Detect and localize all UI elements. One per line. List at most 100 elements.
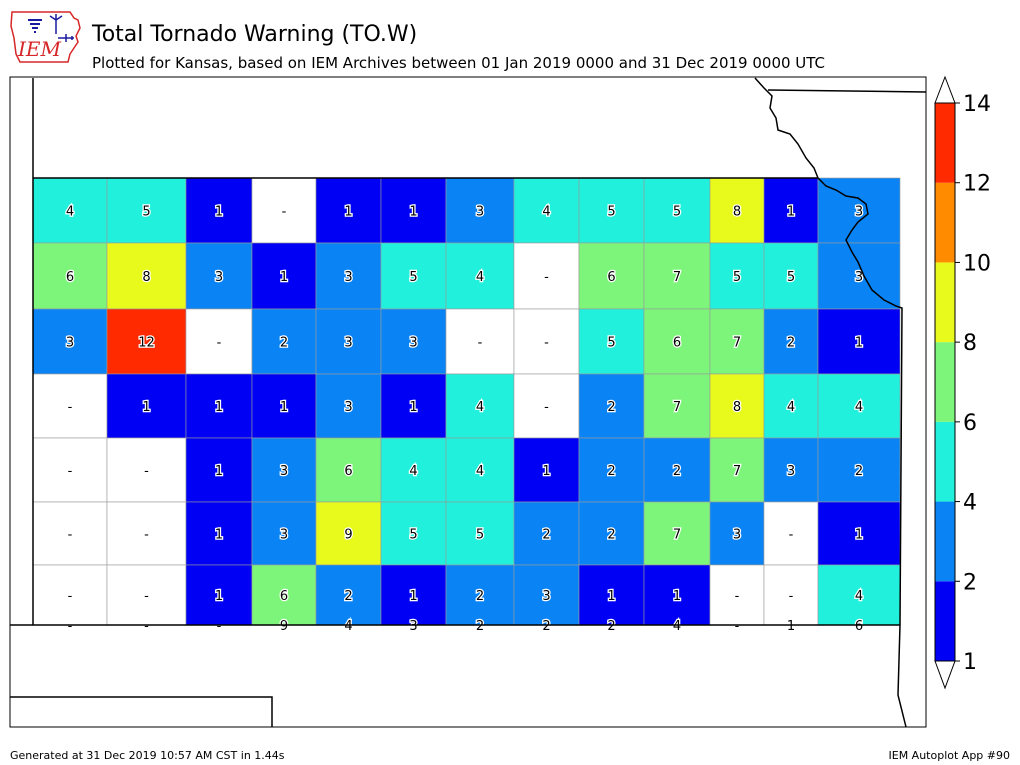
county-value-label: 3	[344, 400, 352, 415]
tornado-funnel-icon	[28, 19, 42, 33]
county-cell	[578, 308, 645, 375]
county-cell	[106, 373, 187, 439]
county-value-label: 3	[280, 464, 288, 479]
county-value-label: 7	[733, 464, 741, 479]
county-cell	[643, 308, 711, 375]
county-value-label: 2	[855, 464, 863, 479]
county-cell	[315, 177, 382, 244]
county-value-label: 2	[344, 589, 352, 604]
county-value-label: 5	[142, 205, 150, 220]
county-cell	[445, 437, 515, 503]
county-value-label: -	[735, 589, 740, 604]
colorbar-tick-label: 10	[963, 251, 991, 276]
county-value-label: 3	[733, 528, 741, 543]
county-value-label: -	[217, 336, 222, 351]
county-value-label: 4	[344, 619, 352, 634]
kansas-county-map: 4 5 1-1 1 3 4 5 5 8 1 36 8 3 1 3 5 4-6 7 5 5 33 12-2 3 3- -5 6 7 2 1…	[9, 76, 927, 728]
wind-turbine-icon	[49, 14, 63, 34]
state-borders	[10, 77, 927, 728]
county-cell	[578, 373, 645, 439]
iowa-border	[767, 89, 927, 93]
county-value-label: 7	[733, 336, 741, 351]
county-cell	[32, 501, 108, 566]
colorbar-tick-label: 2	[963, 570, 977, 595]
county-cell	[315, 242, 382, 310]
page-title: Total Tornado Warning (TO.W)	[92, 22, 418, 47]
county-value-label: 3	[215, 270, 223, 285]
county-value-label: 6	[673, 336, 681, 351]
county-value-label: 1	[280, 400, 288, 415]
county-value-label: 5	[409, 270, 417, 285]
county-value-label: 2	[476, 619, 484, 634]
county-value-label: 2	[787, 336, 795, 351]
county-cell	[380, 564, 447, 626]
county-value-label: 4	[476, 400, 484, 415]
county-value-label: -	[144, 464, 149, 479]
county-value-label: 1	[215, 528, 223, 543]
county-cell	[709, 308, 765, 375]
county-value-label: 1	[542, 464, 550, 479]
colorbar-tick-label: 1	[963, 650, 977, 675]
county-value-label: 5	[733, 270, 741, 285]
county-value-label: -	[68, 464, 73, 479]
county-value-label: 4	[855, 589, 863, 604]
county-value-label: -	[144, 619, 149, 634]
county-cell	[106, 177, 187, 244]
county-value-label: 3	[409, 336, 417, 351]
county-value-label: 1	[142, 400, 150, 415]
county-value-label: 1	[787, 205, 795, 220]
arkansas-border	[897, 624, 907, 728]
county-value-label: 3	[344, 336, 352, 351]
county-value-label: -	[144, 589, 149, 604]
county-value-label: 1	[787, 619, 795, 634]
county-cell	[445, 501, 515, 566]
county-value-label: 4	[673, 619, 681, 634]
county-value-label: 1	[607, 589, 615, 604]
county-value-label: 2	[542, 528, 550, 543]
county-cell	[251, 308, 317, 375]
colorbar-bin	[935, 262, 955, 343]
county-value-label: 4	[409, 464, 417, 479]
county-cell	[380, 501, 447, 566]
county-value-label: 6	[280, 589, 288, 604]
county-cell	[817, 308, 901, 375]
county-cell	[185, 564, 253, 626]
county-value-label: 3	[855, 205, 863, 220]
county-value-label: 9	[344, 528, 352, 543]
missouri-river-border	[817, 177, 903, 626]
county-value-label: -	[544, 336, 549, 351]
county-value-label: -	[789, 528, 794, 543]
county-value-label: -	[282, 205, 287, 220]
county-value-label: 3	[409, 619, 417, 634]
county-cell	[709, 501, 765, 566]
county-value-label: 6	[855, 619, 863, 634]
county-value-label: 1	[280, 270, 288, 285]
county-cell	[106, 501, 187, 566]
county-value-label: 4	[476, 464, 484, 479]
county-value-label: 3	[476, 205, 484, 220]
county-value-label: 4	[66, 205, 74, 220]
generated-timestamp: Generated at 31 Dec 2019 10:57 AM CST in…	[10, 749, 285, 762]
county-value-label: 2	[607, 400, 615, 415]
county-value-label: -	[217, 619, 222, 634]
colorbar-tick-label: 4	[963, 491, 977, 516]
county-cell	[643, 437, 711, 503]
county-value-label: 1	[409, 205, 417, 220]
colorbar-bins	[934, 102, 956, 662]
county-cell	[185, 437, 253, 503]
county-value-label: 1	[409, 589, 417, 604]
county-value-label: 2	[607, 464, 615, 479]
county-cell	[513, 177, 580, 244]
county-value-label: 4	[476, 270, 484, 285]
county-cell	[643, 373, 711, 439]
county-value-label: 2	[476, 589, 484, 604]
county-cell	[185, 501, 253, 566]
county-cell	[817, 501, 901, 566]
county-value-label: 3	[66, 336, 74, 351]
county-value-label: 5	[607, 336, 615, 351]
county-cell	[643, 177, 711, 244]
county-cell	[251, 437, 317, 503]
county-cell	[817, 373, 901, 439]
autoplot-app-label: IEM Autoplot App #90	[888, 749, 1011, 762]
